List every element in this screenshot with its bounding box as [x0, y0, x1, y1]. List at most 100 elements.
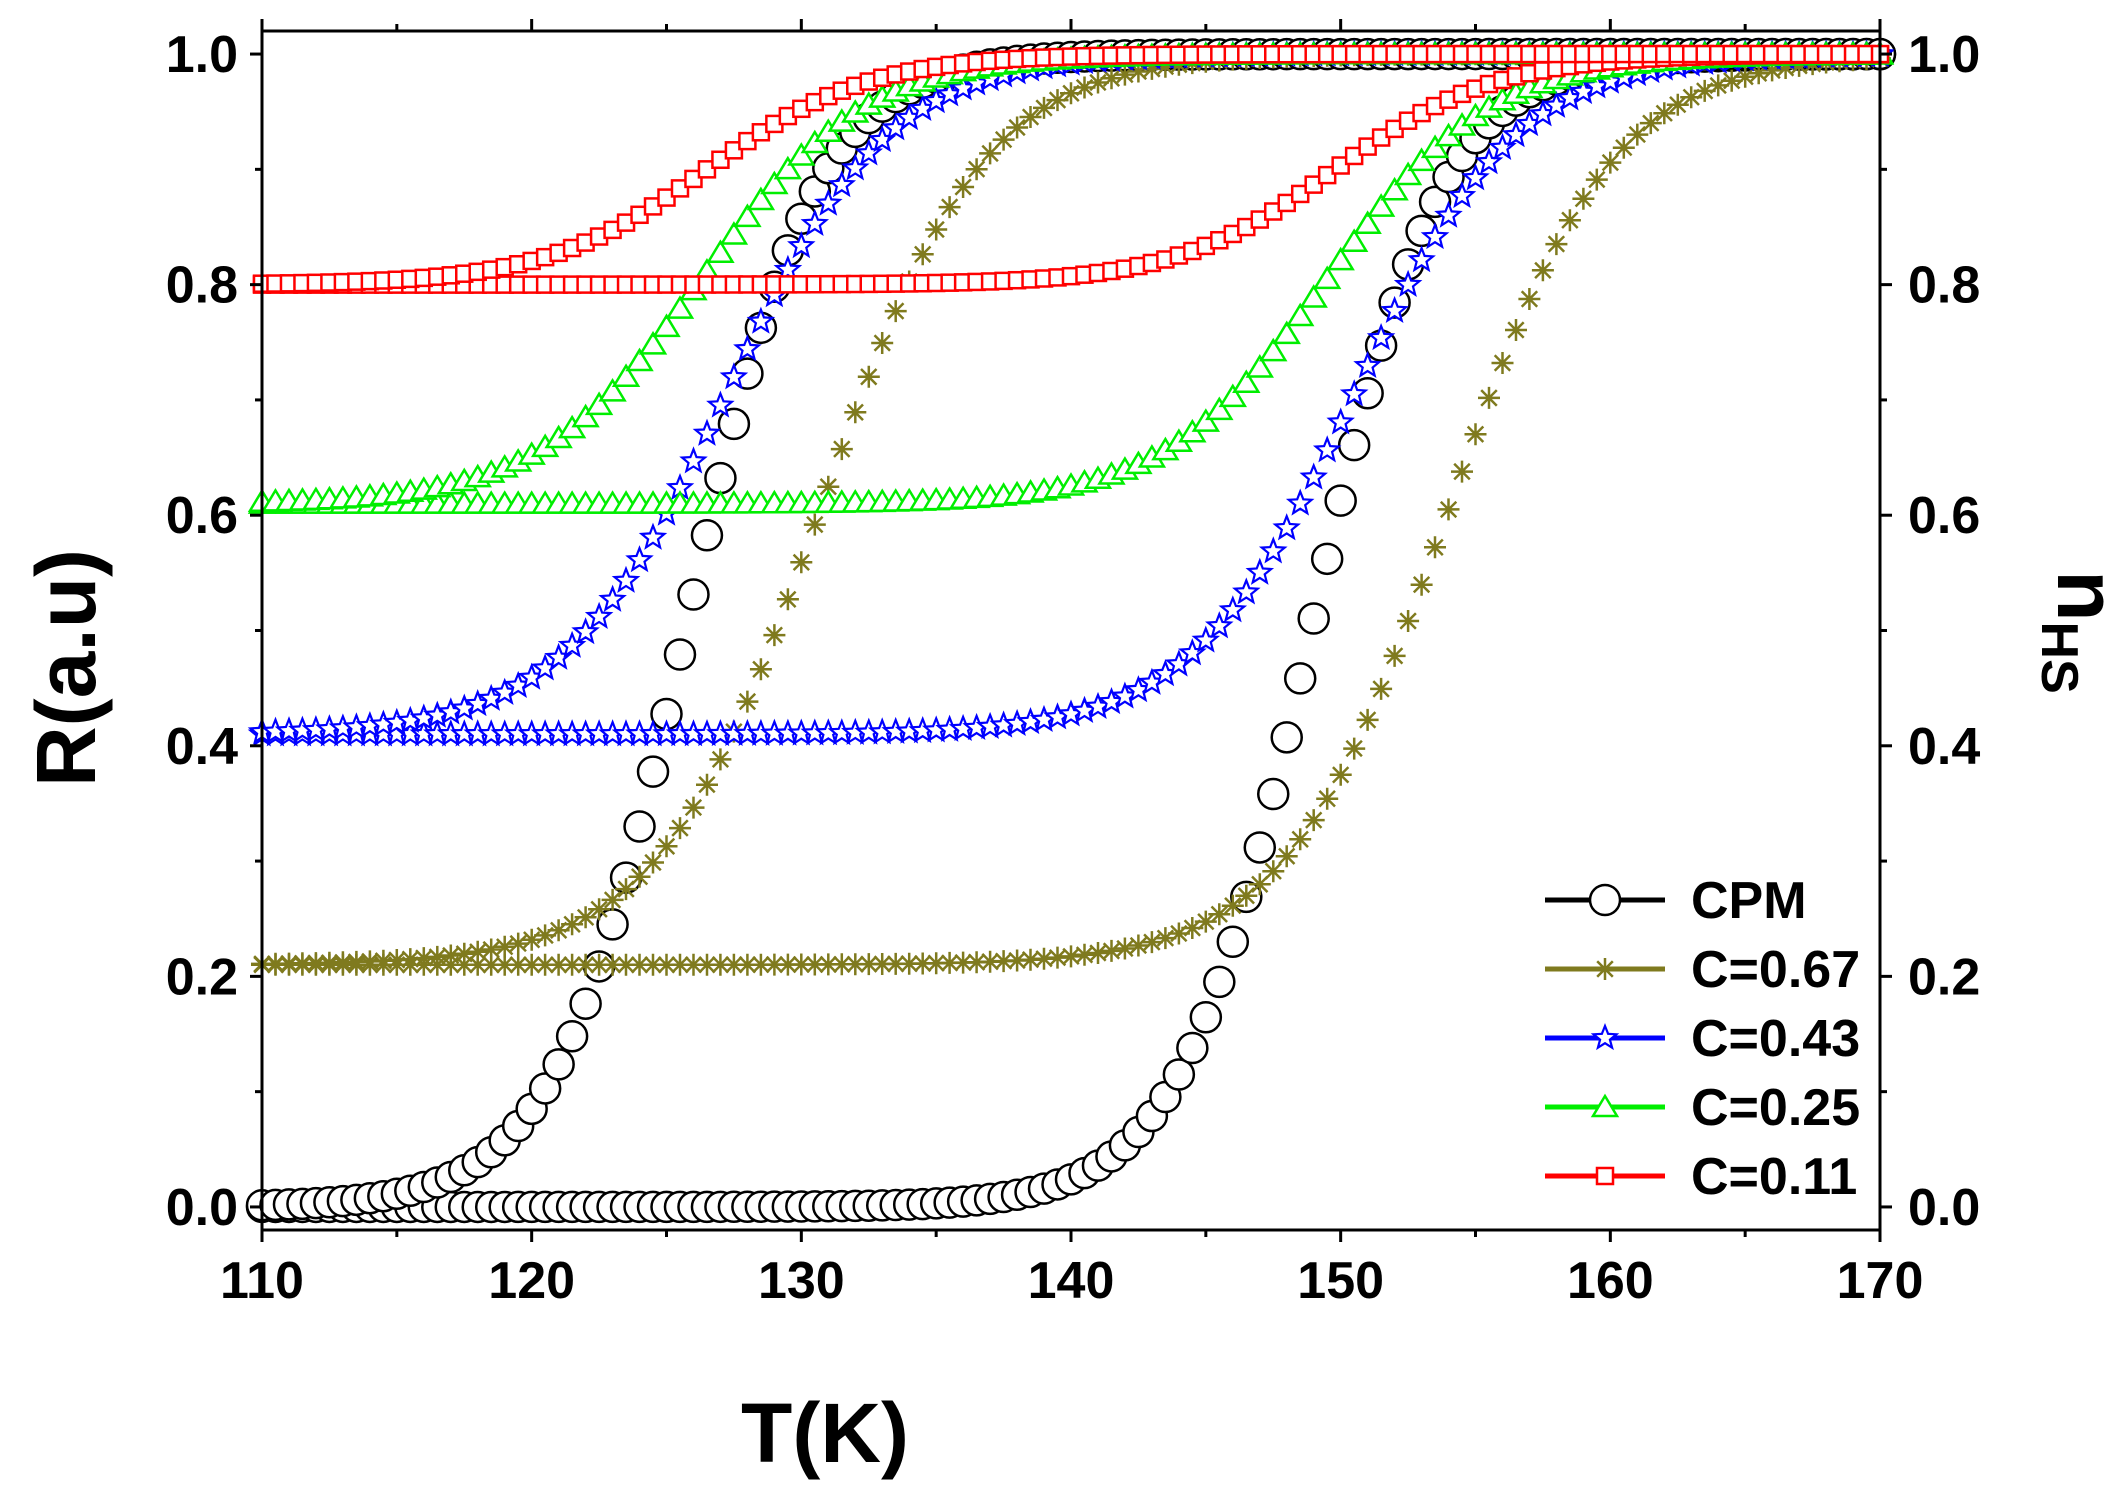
heating-point — [1194, 910, 1217, 933]
heating-point — [1418, 185, 1452, 219]
cooling-point — [636, 755, 670, 788]
cooling-point — [399, 948, 422, 971]
series-cpm — [245, 37, 1897, 1224]
heating-point — [1248, 873, 1271, 896]
cooling-point — [623, 810, 656, 843]
heating-point — [669, 953, 691, 976]
cooling-point — [264, 952, 287, 975]
cooling-point — [979, 142, 1002, 165]
cooling-point — [571, 403, 600, 428]
cooling-point — [1046, 89, 1069, 112]
cooling-point — [638, 522, 668, 550]
y-tick-label: 0.8 — [166, 257, 238, 315]
heating-point — [763, 953, 786, 976]
y2-tick-label: 0.6 — [1908, 487, 1980, 545]
heating-point — [615, 953, 637, 976]
y2-axis-title-subscript: HS — [2030, 622, 2088, 694]
heating-point — [1285, 488, 1315, 516]
legend-label: C=0.43 — [1691, 1010, 1860, 1068]
cooling-point — [690, 519, 724, 552]
x-tick-label: 110 — [220, 1252, 304, 1310]
heating-point — [1312, 265, 1342, 290]
legend-item: C=0.67 — [1545, 941, 1860, 999]
heating-point — [1218, 383, 1248, 408]
cooling-point — [601, 888, 624, 911]
cooling-point — [542, 1048, 575, 1081]
heating-point — [1257, 777, 1290, 811]
cooling-point — [615, 878, 637, 901]
heating-point — [1420, 134, 1450, 159]
series-c-0-43 — [247, 39, 1895, 747]
cooling-point — [952, 176, 975, 198]
heating-point — [1585, 168, 1608, 191]
cooling-point — [697, 160, 717, 179]
cooling-point — [547, 919, 570, 942]
cooling-point — [426, 945, 449, 968]
heating-point — [1154, 927, 1177, 950]
cooling-point — [372, 949, 395, 972]
heating-point — [1397, 610, 1420, 632]
heating-point — [830, 953, 853, 976]
cooling-point — [555, 1020, 589, 1053]
heating-point — [979, 950, 1002, 973]
x-tick-label: 130 — [758, 1252, 845, 1310]
legend-item: C=0.43 — [1545, 1010, 1860, 1068]
cooling-point — [938, 196, 961, 219]
heating-point — [1693, 79, 1716, 102]
heating-point — [480, 953, 503, 976]
cooling-point — [773, 254, 803, 282]
heating-point — [992, 950, 1015, 973]
cooling-point — [706, 239, 735, 264]
heating-point — [709, 953, 732, 976]
heating-point — [965, 951, 988, 974]
heating-point — [1666, 93, 1689, 116]
heating-point — [1304, 175, 1323, 194]
cooling-point — [584, 601, 614, 629]
heating-point — [1218, 595, 1248, 623]
heating-point — [1060, 945, 1082, 968]
cooling-point — [652, 313, 681, 338]
heating-point — [507, 953, 530, 976]
heating-point — [1761, 59, 1784, 82]
cooling-point — [557, 630, 587, 658]
cooling-point — [520, 928, 543, 951]
cooling-point — [733, 203, 762, 228]
heating-point — [547, 953, 570, 976]
cooling-point — [493, 935, 516, 958]
heating-point — [1545, 233, 1568, 256]
cooling-point — [787, 142, 816, 166]
heating-point — [1245, 557, 1275, 585]
x-tick-label: 170 — [1837, 1252, 1924, 1310]
heating-point — [1380, 176, 1409, 201]
heating-point — [884, 952, 907, 975]
cooling-point — [677, 578, 710, 611]
heating-point — [1353, 350, 1382, 379]
cooling-point — [663, 638, 697, 671]
heating-point — [1232, 369, 1261, 394]
heating-point — [1283, 662, 1317, 695]
heating-point — [1599, 151, 1622, 174]
cooling-point — [669, 817, 691, 840]
cooling-point — [704, 461, 737, 495]
cooling-point — [746, 306, 776, 334]
heating-point — [1286, 302, 1315, 327]
cooling-point — [787, 230, 816, 259]
legend-label: C=0.11 — [1691, 1148, 1857, 1206]
heating-point — [1410, 573, 1433, 596]
heating-point — [1316, 787, 1339, 810]
cooling-point — [736, 690, 759, 713]
cooling-point — [760, 170, 789, 195]
heating-point — [1326, 407, 1355, 435]
heating-point — [1407, 147, 1436, 172]
y2-tick-label: 0.0 — [1908, 1179, 1980, 1237]
heating-point — [1235, 884, 1258, 907]
plot-frame — [260, 29, 1882, 1232]
y2-tick-label: 0.8 — [1908, 257, 1980, 315]
y2-tick-label: 0.2 — [1908, 948, 1980, 1006]
heating-point — [722, 953, 745, 976]
heating-point — [1113, 937, 1136, 960]
cooling-point — [1073, 76, 1096, 99]
heating-point — [601, 953, 624, 976]
cooling-point — [857, 365, 880, 388]
